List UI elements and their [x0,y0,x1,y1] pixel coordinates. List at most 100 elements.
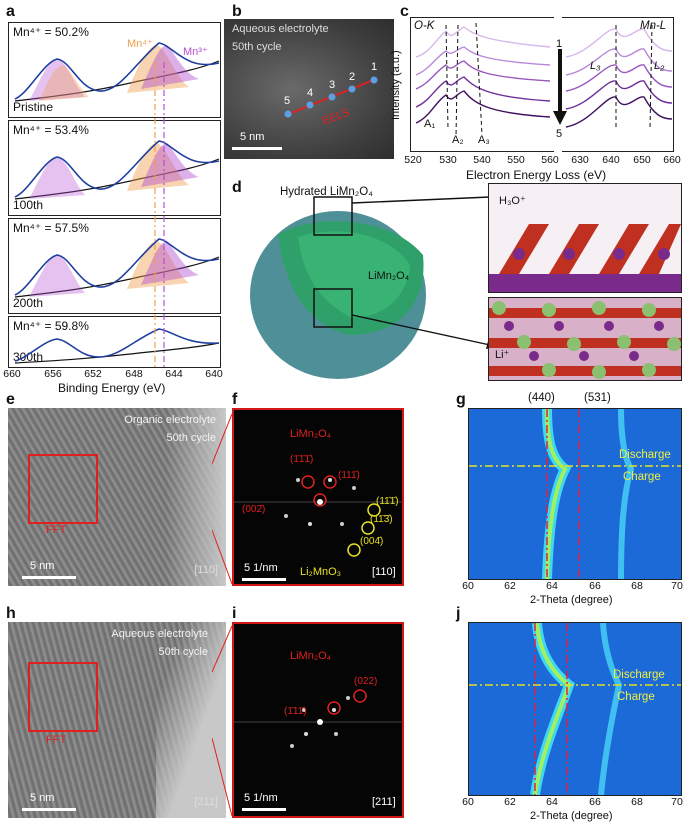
panel-label-a: a [6,3,15,20]
panel-label-g: g [456,391,466,408]
x-tick: 60 [462,580,474,592]
zone-axis: [211] [372,796,396,808]
spot-label: (004̄) [360,536,384,547]
y-axis-label: Intensity (a.u.) [390,50,402,120]
eels-line-scan [284,76,378,118]
hydrated-lattice [489,224,681,292]
xps-guide-lines [154,62,165,367]
peak-a1: A₁ [424,118,436,130]
fft-region-box [28,662,98,732]
ok-label: O-K [414,20,435,32]
scale-bar [232,147,282,150]
x-tick: 640 [602,154,620,166]
cycle-label: 300th [13,350,44,364]
fft-label: FFT [46,734,67,746]
mn4-fraction: Mn⁴⁺ = 59.8% [13,319,89,333]
cycle-label: 50th cycle [232,41,282,53]
particle-schematic [250,196,426,379]
stem-image: Aqueous electrolyte 50th cycle 5 4 3 2 1… [224,19,394,159]
x-tick: 66 [589,796,601,808]
insitu-xrd-map: Discharge Charge [468,408,682,580]
x-tick: 640 [205,368,223,380]
point-label: 1 [371,61,378,73]
peak-l3: L₃ [590,60,601,72]
xps-panel-pristine: Mn⁴⁺ = 50.2% Pristine Mn⁴⁺ Mn³⁺ [8,22,221,118]
spot-label: (111̄) [338,470,360,481]
cycle-label: 50th cycle [166,432,216,444]
peak-a2: A₂ [452,134,464,146]
panel-label-b: b [232,3,242,20]
xrd-contour [469,623,681,795]
cycle-label: 100th [13,198,44,212]
fft-label: FFT [46,524,67,536]
edge-region [166,408,226,586]
mn4-legend: Mn⁴⁺ [127,38,153,50]
discharge-label: Discharge [619,449,671,461]
trace-label-first: 1 [556,38,563,50]
x-tick: 652 [84,368,102,380]
x-tick: 650 [633,154,651,166]
x-tick: 64 [546,580,558,592]
mn4-fraction: Mn⁴⁺ = 57.5% [13,221,89,235]
spot-label: (022) [354,676,378,687]
phase-label: Li₂MnO₃ [300,566,342,578]
scale-bar [242,578,286,581]
cycle-label: 50th cycle [158,646,208,658]
point-label: 5 [284,95,291,107]
hrtem-image-organic: Organic electrolyte 50th cycle FFT 5 nm … [8,408,226,586]
insitu-xrd-map: Discharge Charge [468,622,682,796]
x-tick: 68 [631,796,643,808]
edge-region [156,622,226,818]
x-tick: 66 [589,580,601,592]
peak-a3: A₃ [478,134,490,146]
scale-bar [22,576,76,579]
electrolyte-label: Aqueous electrolyte [111,628,208,640]
charge-label: Charge [623,471,661,483]
x-tick: 550 [507,154,525,166]
x-tick: 64 [546,796,558,808]
peak-l2: L₂ [654,60,665,72]
core-structure-box: Li⁺ [488,297,682,381]
scale-bar [22,808,76,811]
x-tick: 560 [541,154,559,166]
point-label: 2 [349,71,356,83]
spot-label: (002̄) [242,504,266,515]
spot-label: (1̄11̄) [284,706,307,717]
cycle-label: Pristine [13,100,54,114]
x-tick: 656 [44,368,62,380]
hydrated-label: Hydrated LiMn₂O₄ [280,186,373,198]
scale-label: 5 1/nm [244,792,278,804]
mn3-legend: Mn³⁺ [183,46,208,58]
x-tick: 644 [165,368,183,380]
x-axis-label: Binding Energy (eV) [58,381,166,395]
x-tick: 660 [663,154,681,166]
eels-spectra-chart [410,17,674,152]
x-tick: 660 [3,368,21,380]
electrolyte-label: Aqueous electrolyte [232,23,329,35]
panel-label-f: f [232,391,238,408]
x-tick: 70 [671,796,683,808]
point-label: 4 [307,87,314,99]
x-tick: 540 [473,154,491,166]
x-tick: 630 [571,154,589,166]
zoom-connector [212,625,232,817]
fft-pattern-aqueous: LiMn₂O₄ (1̄11̄) (022) 5 1/nm [211] [232,622,404,818]
panel-label-j: j [456,605,461,622]
spot-label: (11̄1̄) [376,496,399,507]
li-label: Li⁺ [495,349,510,361]
trace-label-last: 5 [556,128,563,140]
x-tick: 520 [404,154,422,166]
scale-bar [242,808,286,811]
hydrated-structure-box: H₃O⁺ [488,183,682,293]
mn4-fraction: Mn⁴⁺ = 53.4% [13,123,89,137]
panel-label-i: i [232,605,237,622]
peak-label-440: (440) [528,392,555,404]
x-axis-label: 2-Theta (degree) [530,594,613,606]
scale-label: 5 nm [240,131,265,143]
xrd-contour [469,409,681,579]
x-tick: 530 [439,154,457,166]
core-label: LiMn₂O₄ [368,270,410,282]
h3o-label: H₃O⁺ [499,195,526,207]
x-tick: 62 [504,796,516,808]
fft-spots [234,689,402,748]
